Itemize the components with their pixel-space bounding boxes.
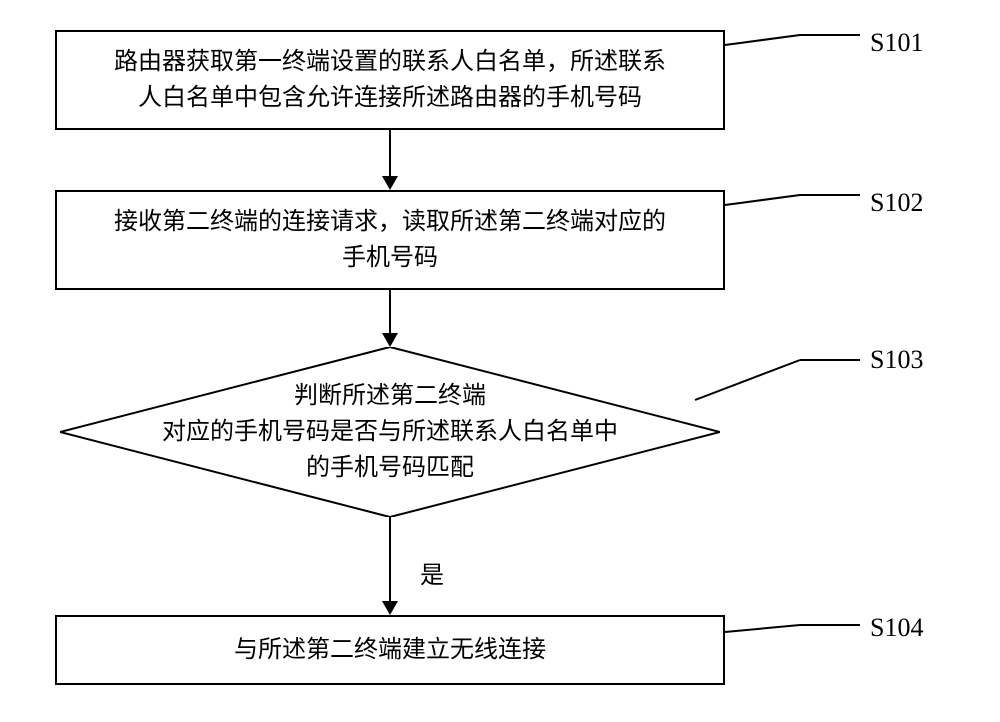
s103-line1: 判断所述第二终端 bbox=[294, 383, 486, 409]
step-s103-text: 判断所述第二终端 对应的手机号码是否与所述联系人白名单中 的手机号码匹配 bbox=[162, 378, 618, 486]
s103-line3: 的手机号码匹配 bbox=[306, 455, 474, 481]
s103-line2: 对应的手机号码是否与所述联系人白名单中 bbox=[162, 419, 618, 445]
leader-s104 bbox=[0, 0, 1000, 722]
